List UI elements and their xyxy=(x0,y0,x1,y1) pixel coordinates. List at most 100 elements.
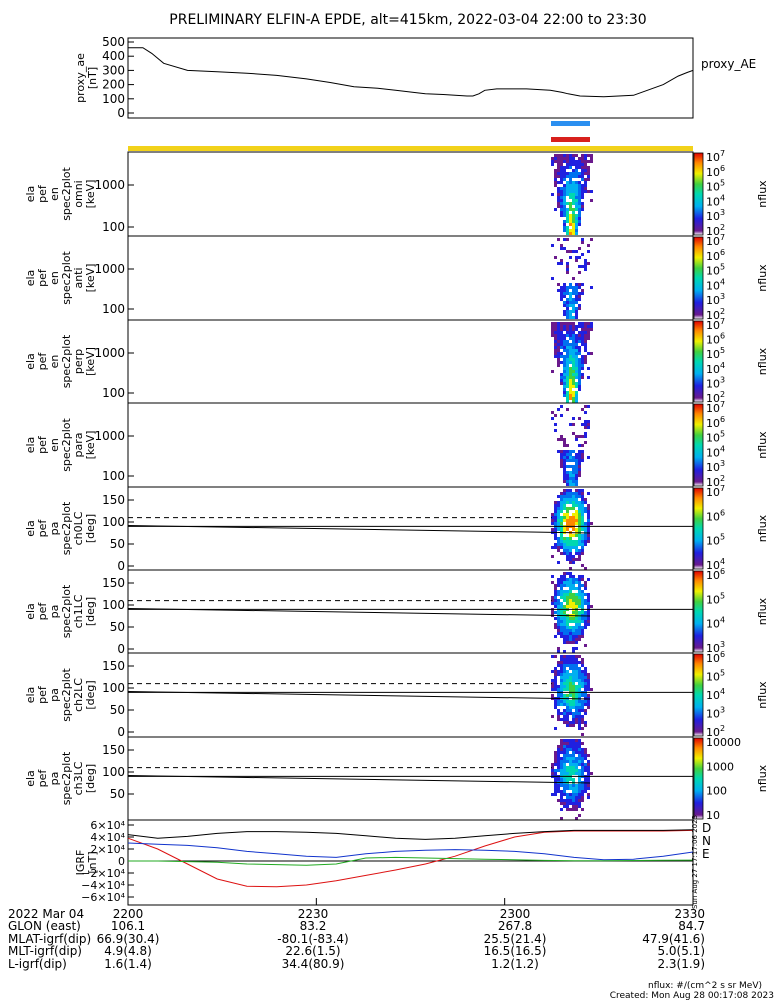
anti-heatmap-cell xyxy=(581,238,584,241)
perp-heatmap-cell xyxy=(581,361,584,364)
proxy-ae-tick-label: 0 xyxy=(117,106,125,120)
anti-heatmap-cell xyxy=(575,292,578,295)
orbit-yellow-bar xyxy=(128,146,693,151)
perp-heatmap-cell xyxy=(563,385,566,388)
ch0LC-heatmap-cell xyxy=(584,498,587,501)
omni-heatmap-cell xyxy=(581,163,584,166)
para-heatmap-cell xyxy=(572,450,575,453)
x-axis-row-value: 2200 xyxy=(113,907,144,921)
ch0LC-heatmap-cell xyxy=(563,507,566,510)
anti-heatmap-cell xyxy=(575,259,578,262)
perp-heatmap-cell xyxy=(554,349,557,352)
ch0LC-heatmap-cell xyxy=(572,501,575,504)
ch1LC-heatmap-cell xyxy=(581,620,584,623)
ch3LC-heatmap-cell xyxy=(566,739,569,742)
ch2LC-heatmap-cell xyxy=(551,694,554,697)
ch1LC-heatmap-cell xyxy=(566,620,569,623)
omni-heatmap-cell xyxy=(578,214,581,217)
igrf-series-d-line xyxy=(127,829,694,888)
omni-heatmap-cell xyxy=(572,211,575,214)
ch2LC-heatmap-cell xyxy=(575,661,578,664)
ch1LC-heatmap-cell xyxy=(554,596,557,599)
ch1LC-heatmap-cell xyxy=(575,647,578,650)
omni-colorbar-tick-label: 107 xyxy=(706,149,725,164)
ch0LC-heatmap-cell xyxy=(587,537,590,540)
ch1LC-heatmap-cell xyxy=(557,626,560,629)
ch1LC-tick-label: 150 xyxy=(102,576,125,590)
ch3LC-heatmap-cell xyxy=(569,754,572,757)
ch3LC-heatmap-cell xyxy=(557,745,560,748)
ch1LC-heatmap-cell xyxy=(563,632,566,635)
ch3LC-heatmap-cell xyxy=(551,766,554,769)
ch3LC-heatmap-cell xyxy=(572,754,575,757)
ch0LC-heatmap-cell xyxy=(557,561,560,564)
ch0LC-heatmap-cell xyxy=(569,489,572,492)
ch2LC-colorbar-tick-label: 105 xyxy=(706,669,725,684)
igrf-tick-label: 2×10⁴ xyxy=(90,843,125,856)
ch1LC-heatmap-cell xyxy=(584,611,587,614)
ch2LC-heatmap-cell xyxy=(566,721,569,724)
anti-heatmap-cell xyxy=(563,286,566,289)
ch3LC-heatmap-cell xyxy=(578,745,581,748)
anti-heatmap-cell xyxy=(563,310,566,313)
ch2LC-heatmap-cell xyxy=(566,700,569,703)
ch3LC-heatmap-cell xyxy=(566,748,569,751)
ch2LC-heatmap-cell xyxy=(560,667,563,670)
ch1LC-heatmap-cell xyxy=(566,572,569,575)
ch1LC-heatmap-cell xyxy=(563,650,566,653)
ch1LC-heatmap-cell xyxy=(557,611,560,614)
ch0LC-heatmap-cell xyxy=(578,558,581,561)
ch3LC-heatmap-cell xyxy=(572,790,575,793)
para-heatmap-cell xyxy=(563,456,566,459)
ch2LC-heatmap-cell xyxy=(563,718,566,721)
ch3LC-heatmap-cell xyxy=(581,796,584,799)
perp-heatmap-cell xyxy=(581,334,584,337)
ch1LC-heatmap-cell xyxy=(563,572,566,575)
para-tick-label: 100 xyxy=(102,469,125,483)
anti-heatmap-cell xyxy=(566,238,569,241)
ch3LC-heatmap-cell xyxy=(554,757,557,760)
ch2LC-colorbar-label: nflux xyxy=(756,681,769,709)
ch2LC-heatmap-cell xyxy=(560,655,563,658)
ch0LC-heatmap-cell xyxy=(587,534,590,537)
para-heatmap-cell xyxy=(569,453,572,456)
ch3LC-heatmap-cell xyxy=(563,790,566,793)
ch0LC-heatmap-cell xyxy=(575,528,578,531)
ch0LC-heatmap-cell xyxy=(566,537,569,540)
omni-heatmap-cell xyxy=(551,160,554,163)
anti-heatmap-cell xyxy=(563,301,566,304)
perp-heatmap-cell xyxy=(569,358,572,361)
perp-heatmap-cell xyxy=(560,355,563,358)
perp-colorbar-tick-label: 104 xyxy=(706,361,725,376)
ch0LC-ylabel: elapefpaspec2plotch0LC[deg] xyxy=(24,501,97,555)
ch1LC-heatmap-cell xyxy=(587,593,590,596)
para-ylabel: elapefenspec2plotpara[keV] xyxy=(24,418,97,472)
ch0LC-heatmap-cell xyxy=(581,516,584,519)
ch0LC-heatmap-cell xyxy=(572,540,575,543)
perp-heatmap-cell xyxy=(560,361,563,364)
ch3LC-heatmap-cell xyxy=(578,787,581,790)
para-heatmap-cell xyxy=(560,435,563,438)
perp-heatmap-cell xyxy=(563,382,566,385)
x-axis-row-value: 66.9(30.4) xyxy=(97,932,160,946)
omni-heatmap-cell xyxy=(560,208,563,211)
ch1LC-heatmap-cell xyxy=(551,575,554,578)
omni-heatmap-cell xyxy=(566,166,569,169)
perp-heatmap-cell xyxy=(584,346,587,349)
omni-heatmap-cell xyxy=(575,208,578,211)
ch2LC-colorbar-tick-label: 102 xyxy=(706,724,725,739)
ch1LC-heatmap-cell xyxy=(557,599,560,602)
ch2LC-heatmap-cell xyxy=(551,685,554,688)
omni-colorbar-tick-label: 103 xyxy=(706,208,725,223)
igrf-side-note: Sun Aug 27 17:17:06 2023 xyxy=(691,815,699,909)
ch3LC-heatmap-cell xyxy=(578,805,581,808)
para-heatmap-cell xyxy=(575,480,578,483)
omni-heatmap-cell xyxy=(563,172,566,175)
ch0LC-heatmap-cell xyxy=(578,540,581,543)
ch2LC-heatmap-cell xyxy=(578,688,581,691)
para-heatmap-cell xyxy=(572,423,575,426)
ch1LC-heatmap-cell xyxy=(569,635,572,638)
ch3LC-heatmap-cell xyxy=(566,799,569,802)
ch2LC-heatmap-cell xyxy=(557,715,560,718)
ch3LC-heatmap-cell xyxy=(575,772,578,775)
